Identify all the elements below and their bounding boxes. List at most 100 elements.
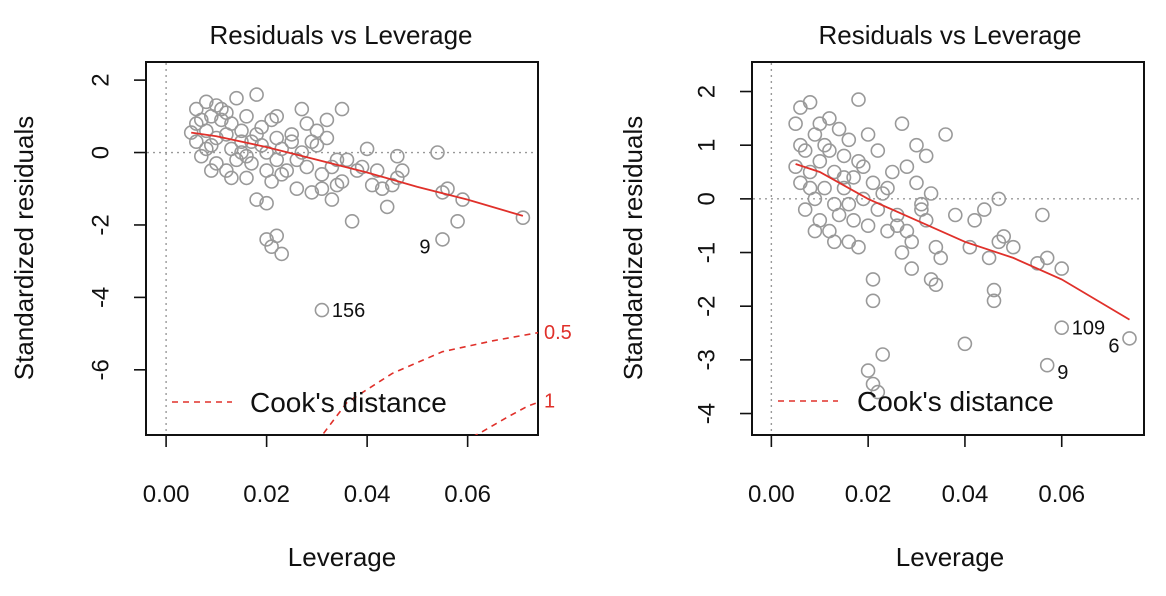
right-data-point [851,239,866,255]
right-data-point [826,234,842,250]
right-data-point [802,180,818,196]
left-data-point [334,101,350,117]
left-data-point [239,170,254,186]
left-data-point [224,170,239,186]
right-data-point [923,272,939,287]
left-cook-contour-label: 1 [544,391,555,413]
right-data-point [889,218,905,233]
left-legend: Cook's distance [172,387,447,418]
right-data-point [909,175,924,191]
left-point-labels: 9 156 [332,236,431,322]
right-data-point [875,347,891,362]
left-y-tick-label: 0 [88,146,115,159]
left-data-point [354,159,370,175]
left-data-point [294,101,310,117]
right-data-point [807,223,823,239]
right-data-point [865,376,881,392]
left-data-point [204,163,219,178]
left-data-point [379,199,395,215]
left-panel: Residuals vs Leverage 0.00 0.02 0.04 0.06 2… [9,20,572,572]
left-data-point [199,141,214,157]
right-data-point [836,170,852,185]
right-y-tick-label: -3 [694,349,721,370]
right-data-point [846,170,861,185]
right-data-point [928,277,944,293]
left-x-tick-label: 0.00 [143,481,190,508]
left-y-ticks: 2 0 -2 -4 -6 [88,73,146,380]
left-data-point [219,163,234,178]
left-data-point [314,302,330,318]
right-data-point [947,207,963,223]
left-data-point [194,148,209,164]
left-data-point [274,246,290,262]
left-data-point [299,159,315,175]
left-data-point [259,145,274,160]
left-y-axis-label: Standardized residuals [9,116,39,381]
right-data-point [991,191,1007,207]
right-data-point [865,293,881,309]
left-data-point [515,210,531,225]
right-point-label: 6 [1108,335,1119,357]
left-data-point [430,145,445,160]
right-data-point [822,143,837,158]
right-data-point [865,272,881,287]
left-point-label: 9 [419,236,430,258]
right-data-point [797,143,813,158]
right-data-point [802,164,818,180]
left-data-point [234,123,249,139]
right-data-point [1039,357,1055,373]
right-data-point [967,213,982,228]
left-x-ticks: 0.00 0.02 0.04 0.06 [143,435,491,508]
right-data-point [836,148,852,164]
left-data-point [384,177,400,193]
right-data-point [875,186,891,201]
left-data-point [189,134,204,149]
left-point-label: 156 [332,300,365,322]
left-data-point [284,127,300,142]
right-data-point [918,213,934,228]
left-data-point [269,109,285,124]
left-data-point [209,156,224,171]
left-smooth-line [191,131,524,217]
left-x-axis-label: Leverage [288,542,396,572]
left-cook-contour [474,401,538,435]
left-data-point [369,163,385,178]
right-data-point [812,154,828,169]
left-data-point [394,163,410,178]
left-data-point [450,214,465,229]
left-data-point [269,228,285,244]
right-data-point [986,293,1002,309]
right-data-point [1005,239,1021,255]
left-data-point [339,152,355,168]
right-x-tick-label: 0.06 [1038,481,1085,508]
right-data-point [865,175,881,191]
left-data-point [299,116,315,131]
left-data-point [249,127,264,142]
right-y-tick-label: -4 [694,403,721,424]
right-data-point [923,186,939,201]
left-data-point [329,177,345,193]
left-data-point [239,109,254,124]
right-panel: Residuals vs Leverage 0.00 0.02 0.04 0.06 2… [618,20,1145,572]
left-data-point [229,152,244,168]
right-data-point [870,143,886,158]
right-data-point [894,245,910,260]
left-data-point [274,167,290,182]
right-chart-title: Residuals vs Leverage [818,20,1081,50]
right-legend: Cook's distance [778,386,1054,417]
left-data-point [314,181,330,196]
right-data-point [904,261,920,276]
right-data-point [841,234,857,250]
right-data-point [880,223,895,239]
left-data-point [289,152,305,168]
right-data-point [909,137,924,153]
left-points [183,87,531,318]
right-point-label: 109 [1072,318,1105,340]
right-y-axis-label: Standardized residuals [618,116,648,381]
left-chart-title: Residuals vs Leverage [209,20,472,50]
left-data-point [374,181,390,196]
right-data-point [860,218,876,233]
right-data-point [918,148,934,164]
left-data-point [214,112,229,128]
